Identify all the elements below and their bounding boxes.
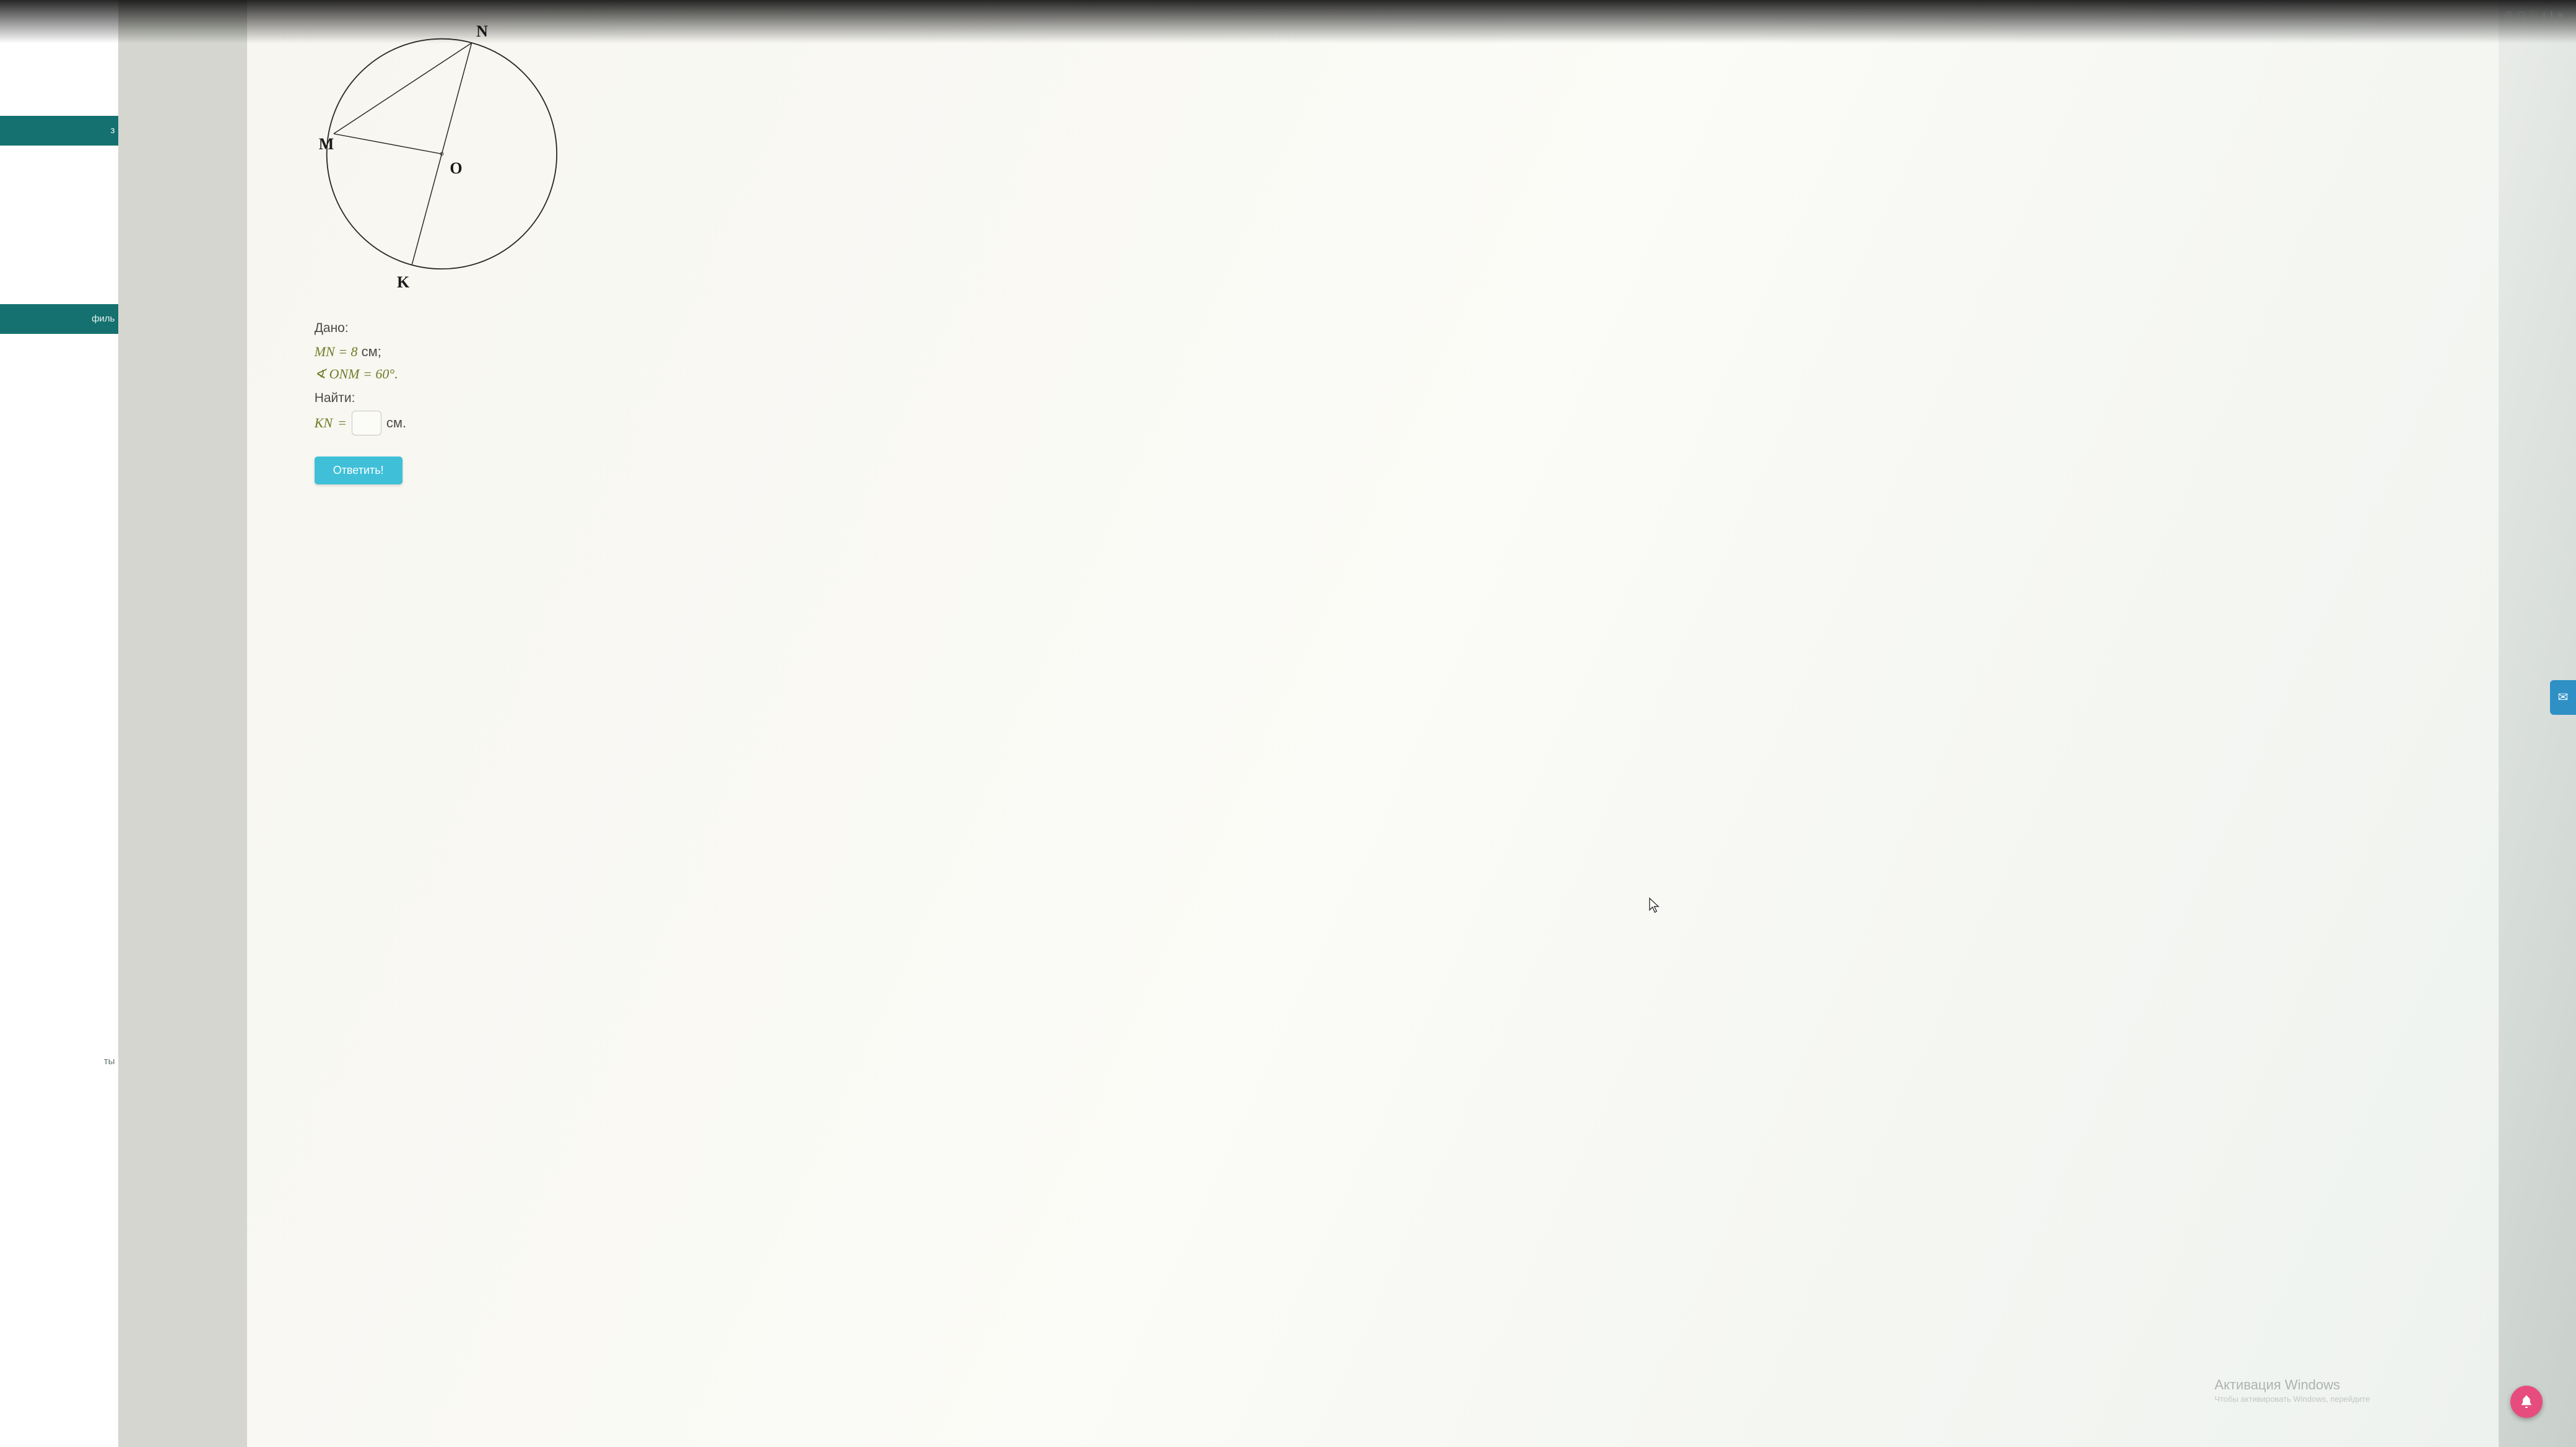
given-mn: MN [315,344,335,359]
heart-icon[interactable]: ♡ [2530,9,2538,20]
content-page: N M O K Дано: MN = 8 см; ∢ ONM = 60°. На… [247,0,2499,1447]
watermark-sub: Чтобы активировать Windows, перейдите [2214,1394,2370,1404]
mail-icon: ✉ [2558,689,2569,705]
watermark-main: Активация Windows [2214,1377,2340,1392]
given-angle: ∢ ONM [315,366,360,382]
mouse-cursor [1648,897,1660,917]
label-K: K [397,273,410,291]
page-margin [118,0,247,1447]
given-line-1: MN = 8 см; [315,341,2499,362]
given-line-2: ∢ ONM = 60°. [315,364,2499,385]
find-header: Найти: [315,388,2499,409]
answer-input[interactable] [352,411,381,435]
line-MO [334,134,442,154]
answer-button[interactable]: Ответить! [315,457,402,484]
bell-icon [2519,1394,2534,1409]
find-line: KN = см. [315,411,2499,435]
label-O: O [450,159,462,177]
find-unit: см. [386,413,406,434]
label-M: M [319,135,334,153]
sidebar-item-3[interactable]: ты [0,1056,118,1067]
content-inner: N M O K Дано: MN = 8 см; ∢ ONM = 60°. На… [247,0,2499,1447]
problem-text: Дано: MN = 8 см; ∢ ONM = 60°. Найти: KN … [315,318,2499,484]
diagram-svg: N M O K [292,4,614,304]
sep-icon: | [2543,10,2545,20]
download-icon[interactable]: ⭳ [2550,7,2553,22]
sidebar-item-1[interactable]: з [0,116,118,146]
screen-root: ⎙ ▢ ♡ | ⭳ ≡ з филь ты [0,0,2576,1447]
notifications-fab[interactable] [2510,1386,2543,1418]
windows-activation-watermark: Активация Windows Чтобы активировать Win… [2214,1377,2370,1404]
find-kn: KN [315,413,333,434]
given-header: Дано: [315,318,2499,339]
window-icon[interactable]: ▢ [2517,9,2525,20]
monitor-bezel-shadow [0,0,2576,43]
mail-tab[interactable]: ✉ [2550,680,2576,715]
sidebar-item-2[interactable]: филь [0,304,118,334]
left-sidebar: з филь ты [0,0,118,1447]
screenshot-icon[interactable]: ⎙ [2505,9,2512,20]
browser-toolbar-icons: ⎙ ▢ ♡ | ⭳ ≡ [2505,7,2563,22]
geometry-diagram: N M O K [292,4,614,304]
hamburger-icon[interactable]: ≡ [2558,10,2563,20]
